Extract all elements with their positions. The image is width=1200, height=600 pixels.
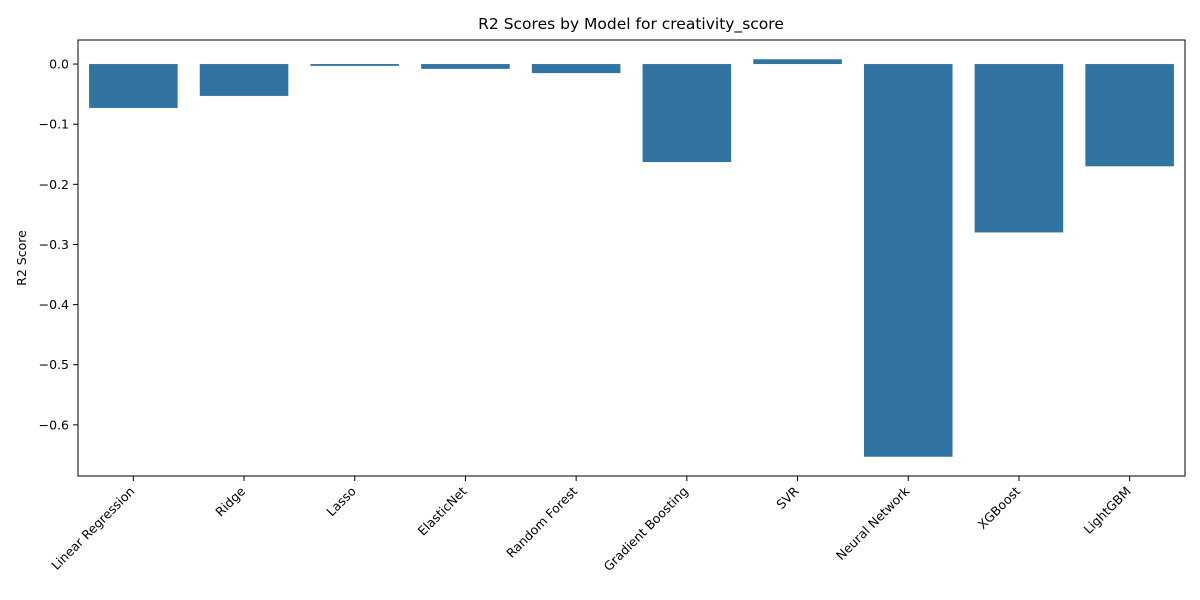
x-tick-label-ridge: Ridge [212,483,248,519]
x-tick-label-lasso: Lasso [323,484,359,520]
y-tick-label: −0.5 [39,357,69,372]
bar-linear-regression [89,64,178,108]
bar-xgboost [974,64,1064,233]
x-tick-label-elasticnet: ElasticNet [415,483,470,538]
y-tick-label: −0.3 [39,237,69,252]
y-axis-label: R2 Score [14,230,29,286]
plot-frame [77,39,1186,477]
bar-gradient-boosting [642,64,732,163]
chart-title: R2 Scores by Model for creativity_score [478,15,784,34]
x-tick-label-random-forest: Random Forest [503,483,580,560]
bar-elasticnet [421,64,510,69]
x-axis: Linear Regression Ridge Lasso ElasticNet Ran… [48,476,1134,574]
x-tick-label-lightgbm: LightGBM [1081,484,1134,537]
x-tick-label-xgboost: XGBoost [975,483,1024,532]
bar-lasso [310,64,400,66]
bar-random-forest [531,64,621,74]
bar-ridge [199,64,289,96]
y-tick-label: −0.2 [39,177,69,192]
x-tick-label-linear-regression: Linear Regression [48,484,137,573]
bar-svr [753,59,842,65]
y-tick-label: −0.4 [39,297,69,312]
x-tick-label-svr: SVR [773,483,802,512]
x-tick-label-gradient-boosting: Gradient Boosting [600,484,691,575]
bars-group [89,59,1174,457]
y-axis: 0.0 −0.1 −0.2 −0.3 −0.4 −0.5 −0.6 [39,57,78,432]
y-tick-label: −0.1 [39,117,69,132]
bar-lightgbm [1085,64,1174,167]
bar-neural-network [863,64,953,457]
x-tick-label-neural-network: Neural Network [833,483,913,563]
y-tick-label: −0.6 [39,417,69,432]
y-tick-label: 0.0 [49,57,69,72]
